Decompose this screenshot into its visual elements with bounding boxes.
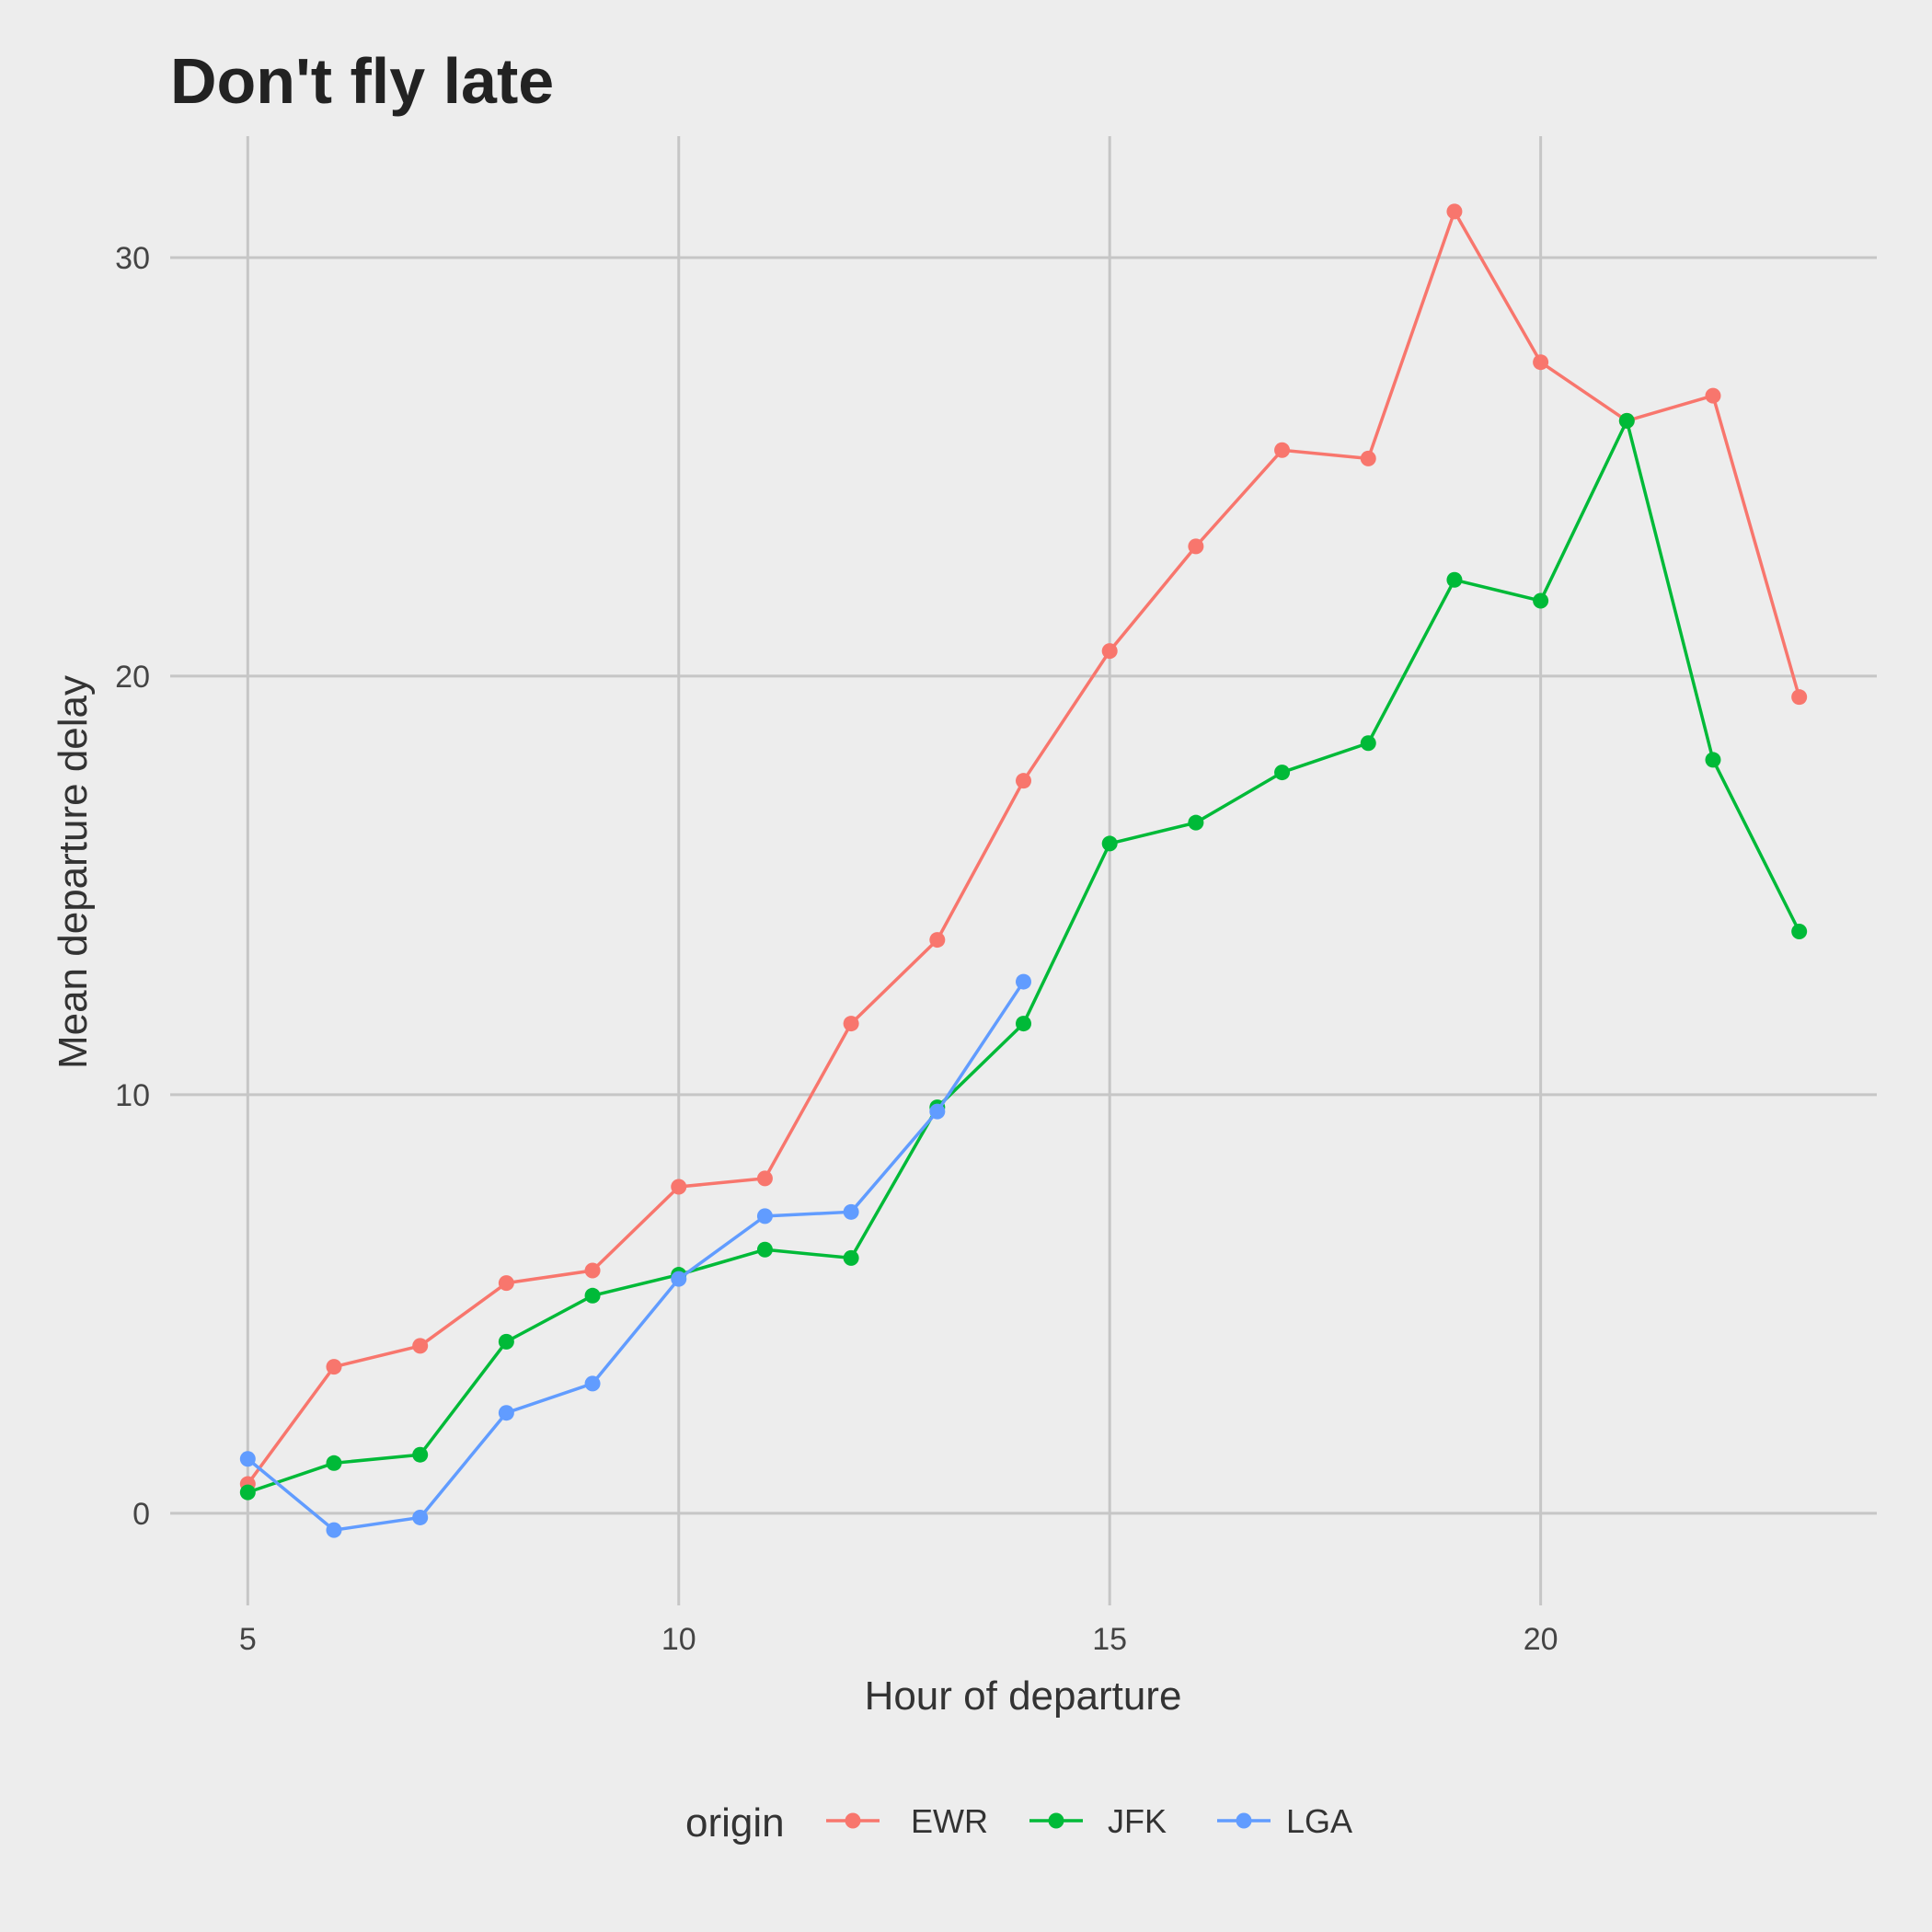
y-axis-title: Mean departure delay [51, 675, 96, 1069]
x-tick-label: 20 [1524, 1622, 1558, 1657]
legend-item-ewr: EWR [826, 1802, 988, 1840]
data-point [1533, 354, 1549, 371]
data-point [1274, 765, 1291, 781]
data-point [756, 1241, 773, 1258]
series [239, 203, 1808, 1538]
data-point [1016, 1016, 1031, 1032]
legend-title: origin [685, 1800, 785, 1846]
data-point [1791, 923, 1808, 939]
data-point [239, 1484, 256, 1501]
data-point [498, 1333, 514, 1350]
y-tick-label: 0 [132, 1497, 150, 1532]
data-point [1446, 203, 1463, 220]
data-point [756, 1170, 773, 1187]
grid [170, 136, 1877, 1605]
legend-label: EWR [911, 1802, 988, 1840]
data-point [843, 1249, 859, 1266]
x-tick-label: 15 [1092, 1622, 1127, 1657]
data-point [843, 1203, 859, 1220]
x-tick-label: 5 [239, 1622, 257, 1657]
data-point [1705, 387, 1721, 404]
data-point [1360, 735, 1376, 752]
data-point [843, 1016, 859, 1032]
series-ewr [239, 203, 1808, 1492]
data-point [326, 1522, 342, 1538]
data-point [671, 1179, 687, 1195]
x-axis-title: Hour of departure [865, 1673, 1182, 1719]
x-tick-label: 10 [661, 1622, 696, 1657]
data-point [1705, 752, 1721, 768]
legend-item-jfk: JFK [1029, 1802, 1167, 1840]
legend: origin EWR JFK LGA [685, 1800, 1352, 1846]
data-point [412, 1446, 429, 1463]
data-point [1188, 814, 1204, 831]
data-point [498, 1405, 514, 1421]
data-point [584, 1375, 601, 1392]
data-point [671, 1271, 687, 1287]
series-jfk [239, 412, 1808, 1501]
series-line [246, 210, 1801, 1486]
x-axis-ticks: 5 10 15 20 [239, 1622, 1558, 1657]
y-tick-label: 20 [115, 660, 150, 695]
data-point [326, 1455, 342, 1471]
series-lga [239, 973, 1031, 1538]
y-tick-label: 30 [115, 241, 150, 276]
legend-label: JFK [1108, 1802, 1167, 1840]
data-point [756, 1208, 773, 1225]
y-tick-label: 10 [115, 1078, 150, 1113]
data-point [412, 1509, 429, 1525]
data-point [498, 1275, 514, 1292]
data-point [412, 1338, 429, 1354]
data-point [1618, 412, 1635, 429]
data-point [326, 1359, 342, 1375]
legend-item-lga: LGA [1217, 1802, 1352, 1840]
data-point [1016, 973, 1031, 990]
data-point [1533, 592, 1549, 609]
data-point [1101, 835, 1118, 852]
data-point [1101, 643, 1118, 660]
data-point [929, 932, 946, 949]
legend-key-point [1048, 1812, 1064, 1829]
data-point [1446, 571, 1463, 588]
series-line [247, 419, 1801, 1494]
data-point [1360, 450, 1376, 466]
data-point [1791, 689, 1808, 706]
legend-key-point [1236, 1812, 1252, 1829]
data-point [1016, 773, 1031, 789]
data-point [584, 1287, 601, 1304]
data-point [1188, 538, 1204, 555]
series-line [247, 981, 1025, 1532]
legend-label: LGA [1286, 1802, 1352, 1840]
legend-key-point [845, 1812, 861, 1829]
data-point [1274, 442, 1291, 458]
data-point [239, 1451, 256, 1467]
data-point [929, 1103, 946, 1120]
chart-title: Don't fly late [170, 45, 554, 117]
data-point [584, 1262, 601, 1279]
y-axis-ticks: 0 10 20 30 [115, 241, 150, 1532]
